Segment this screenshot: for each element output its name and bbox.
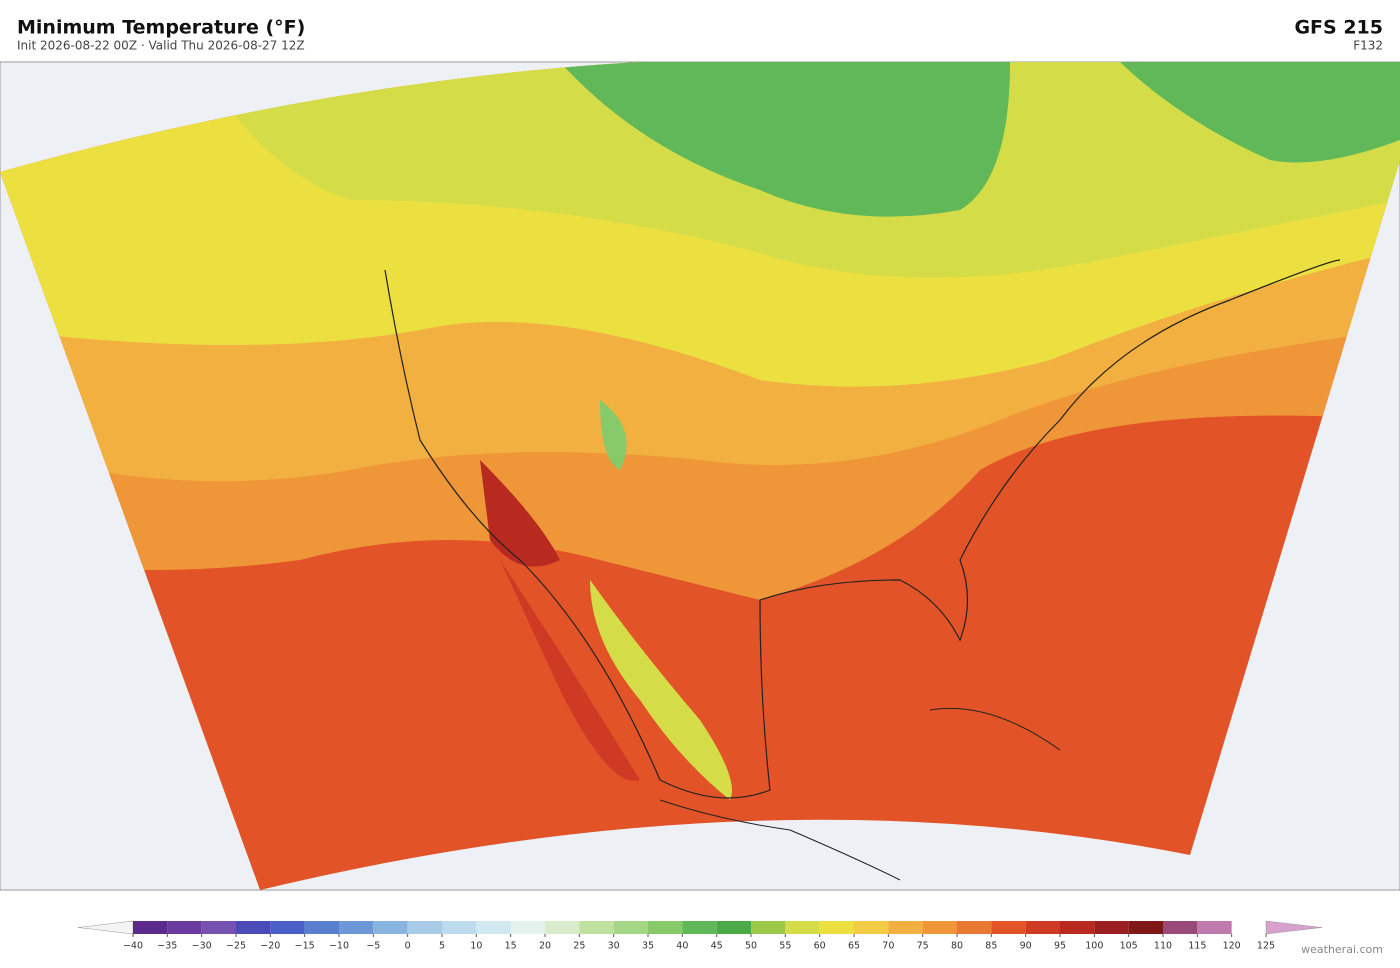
colorbar-bin [442, 921, 477, 934]
colorbar-tick-label: 110 [1154, 941, 1172, 952]
colorbar-bin [339, 921, 374, 934]
coastline [659, 799, 901, 881]
forecast-hour: F132 [1353, 39, 1383, 53]
colorbar-bin [648, 921, 683, 934]
colorbar: −40 −35 −30 −25 −20 −15 −10 −5 0 5 10 15 20 25 30 35 40 4… [77, 920, 1323, 952]
colorbar-tick-label: 80 [951, 941, 963, 952]
colorbar-tick-label: 60 [814, 941, 826, 952]
colorbar-tick-label: −10 [329, 941, 349, 952]
colorbar-tick-label: 125 [1257, 941, 1275, 952]
colorbar-bin [819, 921, 854, 934]
colorbar-bin [888, 921, 923, 934]
island [929, 707, 1061, 751]
colorbar-tick-label: 115 [1188, 941, 1206, 952]
model: GFS 215 [1294, 17, 1383, 39]
colorbar-tick-label: 0 [405, 941, 411, 952]
colorbar-tick-label: −20 [260, 941, 280, 952]
colorbar-bin [785, 921, 820, 934]
colorbar-extend-high [1265, 920, 1323, 935]
colorbar-tick-label: 10 [470, 941, 482, 952]
colorbar-bin [991, 921, 1026, 934]
colorbar-bin [304, 921, 339, 934]
colorbar-tick-label: −15 [295, 941, 315, 952]
colorbar-tick-label: −25 [226, 941, 246, 952]
colorbar-tick-label: −40 [123, 941, 143, 952]
colorbar-bin [716, 921, 751, 934]
colorbar-bin [1025, 921, 1060, 934]
colorbar-bin [236, 921, 271, 934]
colorbar-bin [510, 921, 545, 934]
colorbar-tick-label: 20 [539, 941, 551, 952]
title: Minimum Temperature (°F) [17, 17, 305, 39]
subtitle: Init 2026-08-22 00Z · Valid Thu 2026-08-… [17, 39, 305, 53]
temperature-field [0, 62, 1400, 890]
colorbar-bin [579, 921, 614, 934]
colorbar-bin [545, 921, 580, 934]
colorbar-bin [957, 921, 992, 934]
colorbar-tick-label: 105 [1120, 941, 1138, 952]
colorbar-tick-label: 120 [1223, 941, 1241, 952]
credit: weatherai.com [1301, 943, 1383, 956]
colorbar-tick-label: 70 [882, 941, 894, 952]
map [0, 61, 1400, 891]
colorbar-bin [270, 921, 305, 934]
colorbar-tick-label: 100 [1085, 941, 1103, 952]
colorbar-bin [854, 921, 889, 934]
colorbar-tick-label: 35 [642, 941, 654, 952]
colorbar-tick-label: 5 [439, 941, 445, 952]
colorbar-bin [1163, 921, 1198, 934]
colorbar-tick-label: 65 [848, 941, 860, 952]
colorbar-tick-label: 50 [745, 941, 757, 952]
colorbar-bin [613, 921, 648, 934]
colorbar-bin [751, 921, 786, 934]
colorbar-bin [1094, 921, 1129, 934]
colorbar-tick-label: 85 [985, 941, 997, 952]
colorbar-bin [682, 921, 717, 934]
colorbar-tick-label: −35 [157, 941, 177, 952]
colorbar-bin [1197, 921, 1232, 934]
colorbar-tick-label: 90 [1020, 941, 1032, 952]
colorbar-tick-label: −5 [366, 941, 380, 952]
colorbar-extend-low [77, 920, 134, 935]
colorbar-bin [167, 921, 202, 934]
colorbar-tick-label: 95 [1054, 941, 1066, 952]
colorbar-bin [1060, 921, 1095, 934]
colorbar-bin [922, 921, 957, 934]
colorbar-bin [476, 921, 511, 934]
colorbar-bin [373, 921, 408, 934]
colorbar-tick-label: 15 [505, 941, 517, 952]
colorbar-tick-label: 30 [608, 941, 620, 952]
colorbar-bin [133, 921, 168, 934]
colorbar-tick-label: 45 [711, 941, 723, 952]
colorbar-tick-label: −30 [192, 941, 212, 952]
colorbar-tick-label: 25 [573, 941, 585, 952]
colorbar-tick-label: 55 [779, 941, 791, 952]
colorbar-bin [1128, 921, 1163, 934]
colorbar-tick-label: 75 [917, 941, 929, 952]
colorbar-bin [407, 921, 442, 934]
coastline [384, 259, 1341, 799]
colorbar-tick-label: 40 [676, 941, 688, 952]
colorbar-bin [201, 921, 236, 934]
